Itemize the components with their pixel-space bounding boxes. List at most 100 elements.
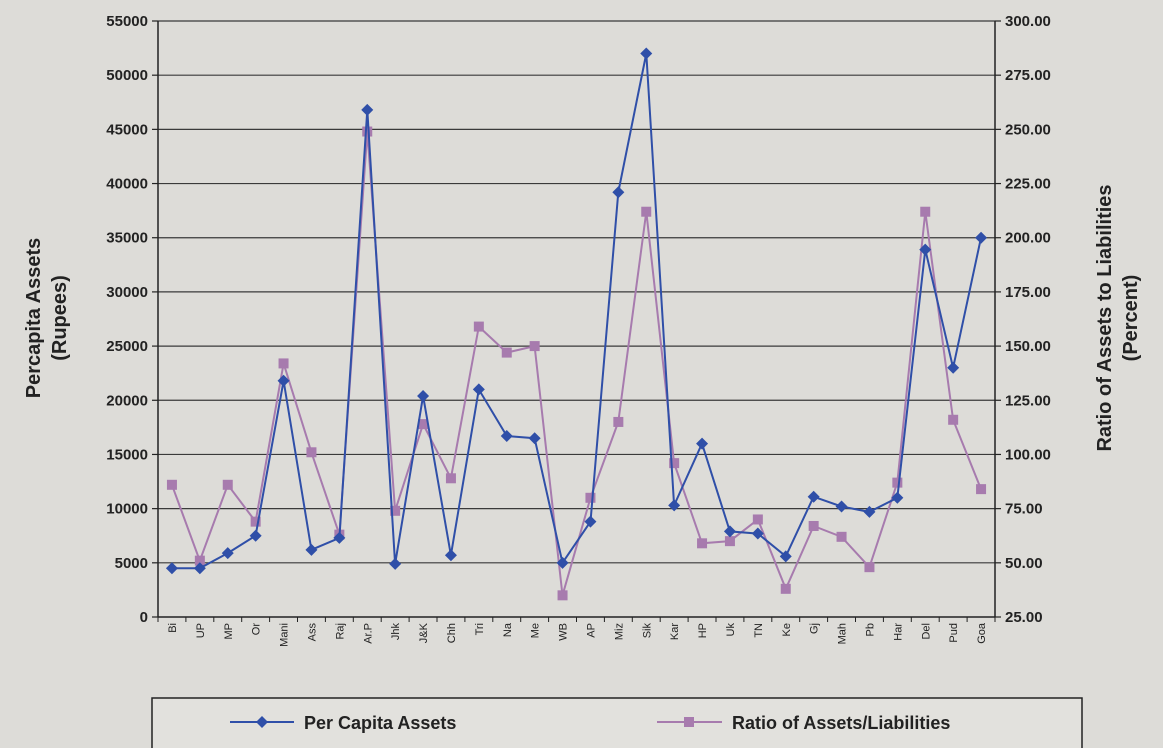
data-point [975,231,988,244]
x-tick-label: Tri [474,623,486,635]
data-point [333,531,346,544]
series-ratio-assets-liabilities [166,126,987,601]
y-axis-title-line-1: Percapita Assets [23,238,45,398]
y-tick-label: 50000 [106,67,148,84]
data-point [723,525,736,538]
y2-tick-label: 50.00 [1005,555,1043,572]
data-point [697,538,708,549]
x-tick-label: Or [251,623,263,636]
data-point [976,484,987,495]
y-tick-label: 20000 [106,392,148,409]
data-point [891,491,904,504]
y-tick-label: 35000 [106,230,148,247]
y2-tick-label: 300.00 [1005,13,1051,30]
data-point [947,361,960,374]
x-tick-label: Mani [279,623,291,647]
data-point [277,374,290,387]
legend-label-per-capita-assets: Per Capita Assets [304,713,456,733]
y2-tick-label: 250.00 [1005,121,1051,138]
x-tick-label: J&K [418,622,430,643]
x-tick-label: Gj [809,623,821,634]
y-axis-title: Percapita Assets (Rupees) [23,238,71,398]
data-point [780,583,791,594]
data-point [920,206,931,217]
x-tick-label: Del [920,623,932,640]
x-tick-label: Mah [837,623,849,644]
x-tick-label: HP [697,623,709,638]
x-tick-label: MP [223,623,235,640]
y-tick-label: 45000 [106,121,148,138]
data-point [613,416,624,427]
legend-marker-per-capita-assets [256,716,268,728]
data-point [221,547,234,560]
axes [152,20,1001,622]
series-group [165,47,988,601]
legend-label-ratio: Ratio of Assets/Liabilities [732,713,950,733]
y-tick-label: 5000 [115,555,148,572]
data-point [529,341,540,352]
data-point [584,515,597,528]
x-tick-label: Me [530,623,542,638]
x-tick-label: Har [892,623,904,641]
gridlines [158,20,995,564]
y2-tick-label: 175.00 [1005,284,1051,301]
y-tick-label: 10000 [106,501,148,518]
data-point [500,430,513,443]
data-point [278,358,289,369]
data-point [669,458,680,469]
x-tick-label: UP [195,623,207,638]
data-point [390,505,401,516]
data-point [808,520,819,531]
data-point [556,556,569,569]
y-tick-label: 55000 [106,13,148,30]
data-point [557,590,568,601]
x-tick-label: Kar [669,623,681,640]
y2-axis-title-line-2: (Percent) [1120,275,1142,362]
data-point [751,527,764,540]
data-point [641,206,652,217]
data-point [779,550,792,563]
data-point [528,432,541,445]
data-point [305,543,318,556]
data-point [612,186,625,199]
y2-tick-label: 150.00 [1005,338,1051,355]
x-tick-label: Uk [725,623,737,637]
series-line [170,131,982,596]
legend: Per Capita Assets Ratio of Assets/Liabil… [151,697,1083,748]
x-tick-label: TN [753,623,765,638]
y2-axis-title: Ratio of Assets to Liabilities (Percent) [1094,184,1142,451]
data-point [306,447,317,458]
data-point [501,347,512,358]
y-tick-label: 0 [140,609,148,626]
y2-tick-label: 275.00 [1005,67,1051,84]
y2-tick-label: 25.00 [1005,609,1043,626]
data-point [585,492,596,503]
data-point [668,499,681,512]
x-tick-label: AP [585,623,597,638]
data-point [165,562,178,575]
legend-entry-ratio: Ratio of Assets/Liabilities [657,713,950,733]
x-tick-label: Ass [306,623,318,642]
legend-entry-per-capita-assets: Per Capita Assets [230,713,456,733]
y-axis-title-line-2: (Rupees) [49,275,71,361]
x-tick-label: Bi [167,623,179,633]
x-tick-label: Sik [641,623,653,639]
data-point [807,490,820,503]
data-point [836,531,847,542]
x-tick-label: WB [558,623,570,641]
data-point [444,549,457,562]
x-tick-label: Na [502,622,514,637]
data-point [361,103,374,116]
legend-box [151,697,1083,748]
data-point [418,419,429,430]
y-tick-label: 15000 [106,446,148,463]
data-point [249,529,262,542]
x-tick-label: Pud [948,623,960,643]
x-tick-label: Jhk [390,623,402,641]
data-point [919,243,932,256]
data-point [892,477,903,488]
data-point [222,479,233,490]
x-tick-label: Goa [976,622,988,644]
data-point [417,389,430,402]
